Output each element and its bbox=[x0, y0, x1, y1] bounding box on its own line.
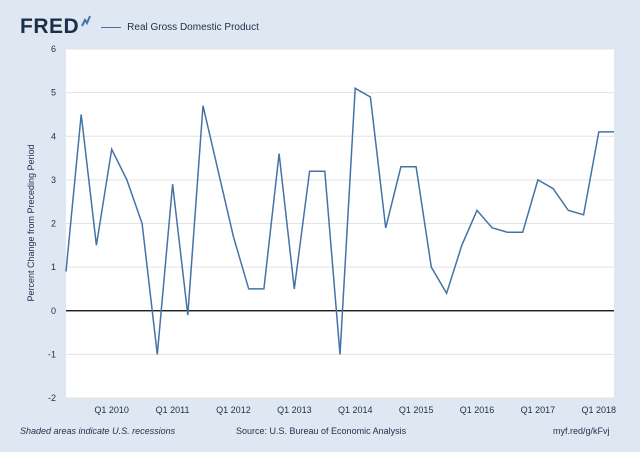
source-note: Source: U.S. Bureau of Economic Analysis bbox=[236, 426, 407, 436]
y-tick-label: 5 bbox=[51, 88, 56, 98]
y-tick-labels: -2 -1 0 1 2 3 4 5 6 bbox=[48, 44, 56, 403]
y-tick-label: 1 bbox=[51, 262, 56, 272]
x-tick-label: Q1 2014 bbox=[338, 405, 373, 415]
chart-header: FRED Real Gross Domestic Product bbox=[20, 14, 259, 40]
fred-logo-mark-icon bbox=[81, 15, 92, 27]
x-tick-labels: Q1 2010 Q1 2011 Q1 2012 Q1 2013 Q1 2014 Q1 20… bbox=[94, 405, 616, 415]
y-tick-label: 3 bbox=[51, 175, 56, 185]
x-tick-label: Q1 2018 bbox=[582, 405, 617, 415]
short-url-link[interactable]: myf.red/g/kFvj bbox=[553, 426, 610, 436]
x-tick-label: Q1 2013 bbox=[277, 405, 312, 415]
y-tick-label: -1 bbox=[48, 349, 56, 359]
x-tick-label: Q1 2010 bbox=[94, 405, 129, 415]
chart-legend: Real Gross Domestic Product bbox=[101, 22, 259, 33]
grid-lines bbox=[66, 48, 614, 399]
x-tick-label: Q1 2015 bbox=[399, 405, 434, 415]
y-axis-label: Percent Change from Preceding Period bbox=[26, 144, 36, 301]
y-tick-label: 6 bbox=[51, 44, 56, 54]
y-tick-label: 2 bbox=[51, 219, 56, 229]
y-tick-label: 4 bbox=[51, 131, 56, 141]
x-tick-label: Q1 2011 bbox=[156, 405, 190, 415]
legend-swatch bbox=[101, 26, 122, 28]
recession-note: Shaded areas indicate U.S. recessions bbox=[20, 426, 176, 436]
series-line-real-gdp bbox=[65, 87, 614, 355]
x-tick-label: Q1 2017 bbox=[521, 405, 556, 415]
x-tick-label: Q1 2016 bbox=[460, 405, 495, 415]
legend-series-label: Real Gross Domestic Product bbox=[127, 21, 259, 33]
y-tick-label: -2 bbox=[48, 393, 56, 403]
x-tick-label: Q1 2012 bbox=[216, 405, 251, 415]
fred-logo[interactable]: FRED bbox=[20, 15, 80, 38]
y-tick-label: 0 bbox=[51, 306, 56, 316]
